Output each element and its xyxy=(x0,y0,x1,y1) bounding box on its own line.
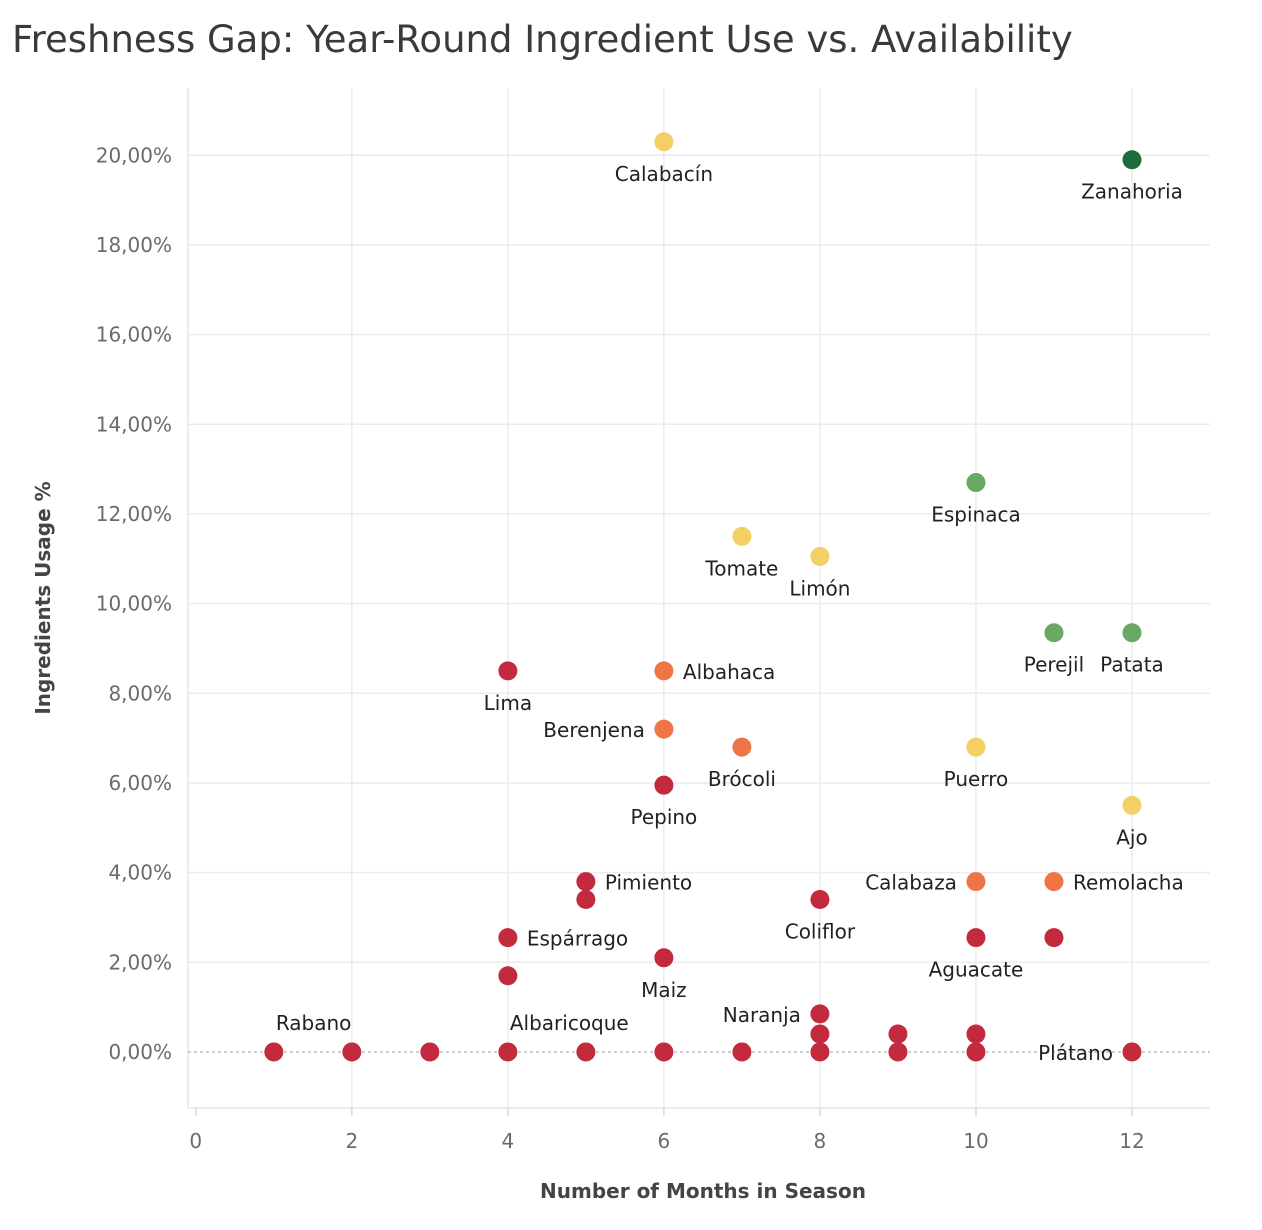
point-label: Albahaca xyxy=(683,660,775,684)
point-label: Calabaza xyxy=(865,871,957,895)
point-labels: Calabacín Zanahoria Espinaca Tomate Limón Per… xyxy=(276,162,1184,1065)
x-tick-label: 0 xyxy=(189,1129,202,1153)
data-point xyxy=(654,948,674,968)
point-label: Perejil xyxy=(1024,653,1084,677)
x-tick-label: 8 xyxy=(814,1129,827,1153)
data-point xyxy=(810,1004,830,1024)
data-points xyxy=(264,132,1142,1062)
point-label: Berenjena xyxy=(543,718,645,742)
data-point xyxy=(654,661,674,681)
data-point xyxy=(888,1042,908,1062)
point-label: Rabano xyxy=(276,1011,352,1035)
point-label: Brócoli xyxy=(708,767,776,791)
point-label: Tomate xyxy=(704,556,778,580)
data-point xyxy=(498,966,518,986)
y-tick-label: 0,00% xyxy=(108,1040,172,1064)
y-tick-label: 12,00% xyxy=(96,502,172,526)
data-point xyxy=(498,1042,518,1062)
data-point xyxy=(654,719,674,739)
point-label: Plátano xyxy=(1038,1041,1113,1065)
grid-lines xyxy=(188,88,1210,1108)
data-point xyxy=(732,737,752,757)
data-point xyxy=(966,1024,986,1044)
data-point xyxy=(1122,795,1142,815)
chart-title: Freshness Gap: Year-Round Ingredient Use… xyxy=(12,18,1073,61)
data-point xyxy=(810,1042,830,1062)
point-label: Albaricoque xyxy=(510,1011,629,1035)
x-tick-label: 10 xyxy=(963,1129,988,1153)
data-point xyxy=(966,872,986,892)
y-tick-label: 6,00% xyxy=(108,771,172,795)
y-tick-label: 2,00% xyxy=(108,950,172,974)
x-axis-title: Number of Months in Season xyxy=(540,1179,866,1203)
y-tick-label: 16,00% xyxy=(96,323,172,347)
data-point xyxy=(1122,150,1142,170)
point-label: Espinaca xyxy=(931,503,1021,527)
data-point xyxy=(576,872,596,892)
data-point xyxy=(966,737,986,757)
data-point xyxy=(1122,623,1142,643)
y-tick-label: 8,00% xyxy=(108,681,172,705)
point-label: Zanahoria xyxy=(1081,180,1183,204)
y-tick-label: 14,00% xyxy=(96,412,172,436)
data-point xyxy=(966,473,986,493)
data-point xyxy=(810,547,830,567)
data-point xyxy=(810,1024,830,1044)
x-tick-label: 4 xyxy=(501,1129,514,1153)
point-label: Calabacín xyxy=(615,162,713,186)
data-point xyxy=(654,132,674,152)
axes: 0 2 4 6 8 10 12 0,00% 2,00% 4,00% 6,00% 8,00% 10,00%… xyxy=(31,88,1210,1203)
data-point xyxy=(264,1042,284,1062)
y-tick-label: 20,00% xyxy=(96,143,172,167)
point-label: Aguacate xyxy=(929,958,1024,982)
y-axis-title: Ingredients Usage % xyxy=(31,481,55,714)
y-tick-label: 18,00% xyxy=(96,233,172,257)
x-tick-label: 2 xyxy=(345,1129,358,1153)
data-point xyxy=(732,1042,752,1062)
point-label: Puerro xyxy=(944,767,1009,791)
point-label: Coliflor xyxy=(785,920,856,944)
data-point xyxy=(966,928,986,948)
data-point xyxy=(1122,1042,1142,1062)
point-label: Remolacha xyxy=(1073,871,1184,895)
data-point xyxy=(888,1024,908,1044)
x-tick-label: 6 xyxy=(658,1129,671,1153)
data-point xyxy=(732,526,752,546)
data-point xyxy=(1044,872,1064,892)
data-point xyxy=(966,1042,986,1062)
data-point xyxy=(342,1042,362,1062)
data-point xyxy=(576,1042,596,1062)
point-label: Pepino xyxy=(630,805,697,829)
point-label: Naranja xyxy=(723,1003,801,1027)
data-point xyxy=(810,890,830,910)
point-label: Espárrago xyxy=(527,927,628,951)
point-label: Lima xyxy=(484,691,532,715)
data-point xyxy=(498,661,518,681)
y-tick-label: 10,00% xyxy=(96,592,172,616)
point-label: Pimiento xyxy=(605,871,692,895)
data-point xyxy=(1044,623,1064,643)
data-point xyxy=(654,775,674,795)
y-tick-label: 4,00% xyxy=(108,861,172,885)
point-label: Ajo xyxy=(1116,825,1147,849)
point-label: Limón xyxy=(789,577,850,601)
point-label: Maiz xyxy=(641,978,687,1002)
data-point xyxy=(654,1042,674,1062)
data-point xyxy=(498,928,518,948)
data-point xyxy=(576,890,596,910)
data-point xyxy=(420,1042,440,1062)
x-tick-label: 12 xyxy=(1119,1129,1144,1153)
data-point xyxy=(1044,928,1064,948)
point-label: Patata xyxy=(1100,653,1164,677)
